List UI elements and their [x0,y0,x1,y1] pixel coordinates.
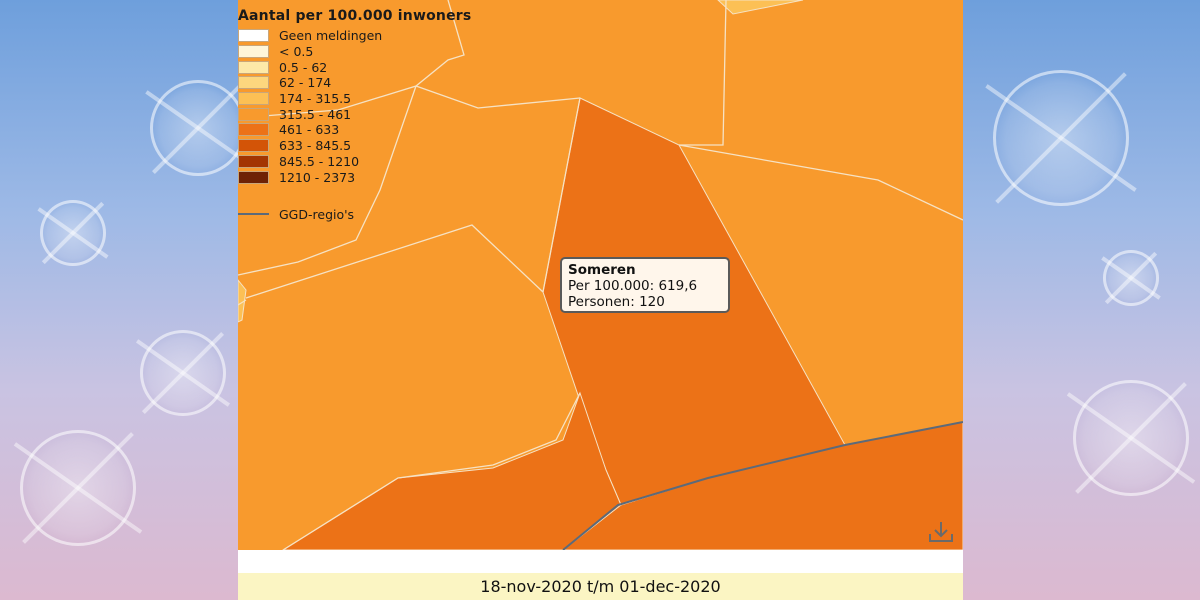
legend-item: 633 - 845.5 [238,138,471,154]
legend-label: 1210 - 2373 [279,169,356,185]
virus-graphic [150,80,246,176]
legend-swatch [238,92,269,106]
municipality-region[interactable] [238,279,247,323]
legend-swatch [238,107,269,121]
download-icon[interactable] [928,520,954,544]
legend-label: Geen meldingen [279,28,383,44]
legend-label: < 0.5 [279,44,314,60]
tooltip-persons: Personen: 120 [568,294,665,310]
legend-item: 845.5 - 1210 [238,154,471,170]
virus-graphic [993,70,1129,206]
legend-label: 174 - 315.5 [279,91,352,107]
map-panel: Aantal per 100.000 inwoners Geen melding… [238,0,963,600]
legend-swatch [238,123,269,137]
legend-item: Geen meldingen [238,28,471,44]
background-right [963,0,1200,600]
map-tooltip: Someren Per 100.000: 619,6 Personen: 120 [560,257,730,313]
legend-item: < 0.5 [238,44,471,60]
legend-item: 315.5 - 461 [238,106,471,122]
legend-ggd-label: GGD-regio's [279,206,355,222]
legend-label: 461 - 633 [279,122,340,138]
legend-item: 174 - 315.5 [238,91,471,107]
legend-title: Aantal per 100.000 inwoners [238,8,472,24]
virus-graphic [1103,250,1159,306]
legend-item: 461 - 633 [238,122,471,138]
virus-graphic [140,330,226,416]
legend-swatch [238,45,269,59]
legend-item: 0.5 - 62 [238,59,471,75]
legend-swatch [238,154,269,168]
legend-item: 62 - 174 [238,75,471,91]
ggd-region-border [562,421,963,550]
legend-label: 845.5 - 1210 [279,153,360,169]
date-range-label: 18-nov-2020 t/m 01-dec-2020 [480,577,721,596]
background-left [0,0,246,600]
map-legend: Aantal per 100.000 inwoners Geen melding… [238,8,471,222]
virus-graphic [1073,380,1189,496]
tooltip-per100k: Per 100.000: 619,6 [568,278,698,294]
legend-label: 633 - 845.5 [279,138,352,154]
legend-label: 315.5 - 461 [279,106,352,122]
choropleth-map[interactable] [238,0,963,550]
virus-graphic [20,430,136,546]
date-range-bar: 18-nov-2020 t/m 01-dec-2020 [238,573,963,600]
legend-swatch [238,139,269,153]
virus-graphic [40,200,106,266]
tooltip-municipality-name: Someren [568,262,636,278]
legend-swatch [238,76,269,90]
legend-swatch [238,29,269,43]
legend-label: 62 - 174 [279,75,332,91]
legend-swatch [238,170,269,184]
municipal-borders [238,0,963,550]
legend-line-swatch [238,213,269,216]
legend-label: 0.5 - 62 [279,59,328,75]
legend-swatch [238,60,269,74]
legend-ggd-item: GGD-regio's [238,207,471,222]
legend-item: 1210 - 2373 [238,169,471,185]
